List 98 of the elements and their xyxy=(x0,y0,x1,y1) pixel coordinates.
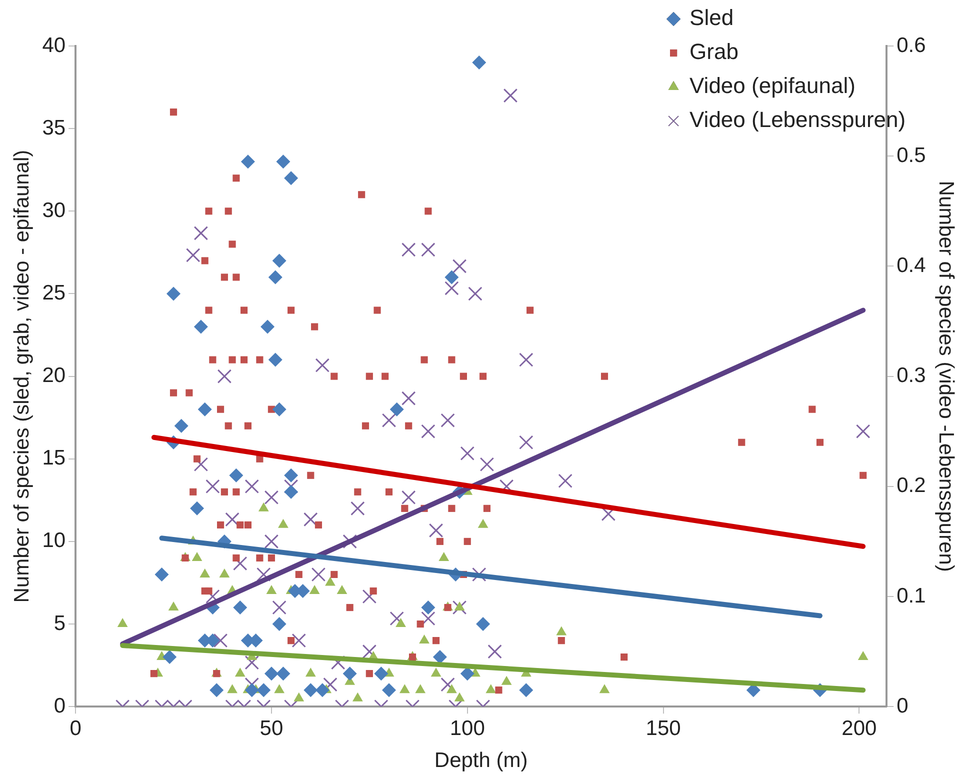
point xyxy=(446,684,457,694)
y2-tick-label: 0.1 xyxy=(896,584,926,608)
point xyxy=(336,584,348,594)
point xyxy=(276,154,290,169)
point xyxy=(325,576,336,586)
legend-label: Video (Lebensspuren) xyxy=(690,107,906,132)
point xyxy=(374,666,388,681)
point xyxy=(198,402,212,416)
point xyxy=(168,602,179,611)
point xyxy=(430,668,442,677)
point xyxy=(260,320,275,334)
y-tick-label: 30 xyxy=(42,198,66,222)
point xyxy=(272,254,286,268)
x-tick-label: 200 xyxy=(842,716,877,740)
point xyxy=(352,692,363,702)
point xyxy=(858,651,868,660)
point xyxy=(192,552,202,561)
point xyxy=(244,683,259,698)
point xyxy=(472,56,486,70)
point xyxy=(227,684,238,694)
point xyxy=(264,666,278,681)
point xyxy=(117,618,128,628)
x-tick-label: 150 xyxy=(646,716,681,740)
point xyxy=(315,683,330,698)
point xyxy=(200,568,210,578)
y-tick-label: 10 xyxy=(42,529,66,552)
point xyxy=(233,600,248,615)
point xyxy=(190,501,204,516)
y2-tick-label: 0.3 xyxy=(896,364,926,388)
point xyxy=(284,484,298,499)
point xyxy=(399,684,410,694)
point xyxy=(478,518,488,528)
point xyxy=(476,617,490,632)
point xyxy=(556,626,567,636)
legend-label: Grab xyxy=(690,39,738,64)
y2-tick-label: 0.2 xyxy=(896,474,926,498)
point xyxy=(268,352,282,367)
point xyxy=(304,683,318,698)
x-tick-label: 0 xyxy=(70,716,82,740)
point xyxy=(229,468,244,482)
point xyxy=(501,676,512,685)
point xyxy=(278,518,288,528)
point xyxy=(396,618,406,628)
y2-tick-label: 0 xyxy=(896,694,908,718)
point xyxy=(194,320,208,334)
point xyxy=(272,617,286,632)
point xyxy=(460,666,474,681)
point xyxy=(519,683,534,698)
point xyxy=(382,683,396,698)
point xyxy=(154,567,169,582)
point xyxy=(210,683,224,698)
x-tick-label: 50 xyxy=(260,716,284,740)
y2-tick-label: 0.5 xyxy=(896,144,926,167)
point xyxy=(444,270,459,284)
x-axis-title: Depth (m) xyxy=(434,749,528,772)
x-tick-label: 100 xyxy=(450,716,485,740)
point xyxy=(162,650,177,664)
point xyxy=(268,270,282,284)
point xyxy=(454,602,465,611)
point xyxy=(258,502,269,512)
point xyxy=(415,684,426,694)
point xyxy=(390,402,404,416)
point xyxy=(284,468,298,482)
point xyxy=(256,683,271,698)
point xyxy=(284,171,298,186)
point xyxy=(599,684,610,694)
point xyxy=(294,692,304,702)
point xyxy=(240,154,255,169)
y2-tick-label: 0.4 xyxy=(896,254,926,277)
y2-tick-label: 0.6 xyxy=(896,34,926,57)
y-tick-label: 20 xyxy=(42,364,66,388)
y-tick-label: 5 xyxy=(54,612,66,635)
point xyxy=(266,584,277,594)
point xyxy=(219,568,230,578)
point xyxy=(166,286,181,301)
point xyxy=(309,584,320,594)
y-tick-label: 35 xyxy=(42,116,66,140)
point xyxy=(419,634,430,644)
y-tick-label: 40 xyxy=(42,34,66,57)
y-tick-label: 15 xyxy=(42,446,66,470)
legend-label: Sled xyxy=(690,5,734,30)
point xyxy=(421,600,436,615)
point xyxy=(486,684,496,694)
y-tick-label: 0 xyxy=(54,694,66,718)
point xyxy=(234,668,246,677)
y-tick-label: 25 xyxy=(42,282,66,305)
legend-label: Video (epifaunal) xyxy=(690,73,856,98)
point xyxy=(454,692,465,702)
point xyxy=(438,552,450,561)
y-axis-title: Number of species (sled, grab, video - epifaunal) xyxy=(10,150,34,603)
point xyxy=(305,668,316,677)
point xyxy=(432,650,447,664)
y2-axis-title: Number of species (video -Lebensspuren) xyxy=(934,180,958,572)
point xyxy=(276,666,290,681)
point xyxy=(174,418,188,433)
point xyxy=(342,666,357,681)
point xyxy=(274,684,284,694)
point xyxy=(272,402,286,416)
